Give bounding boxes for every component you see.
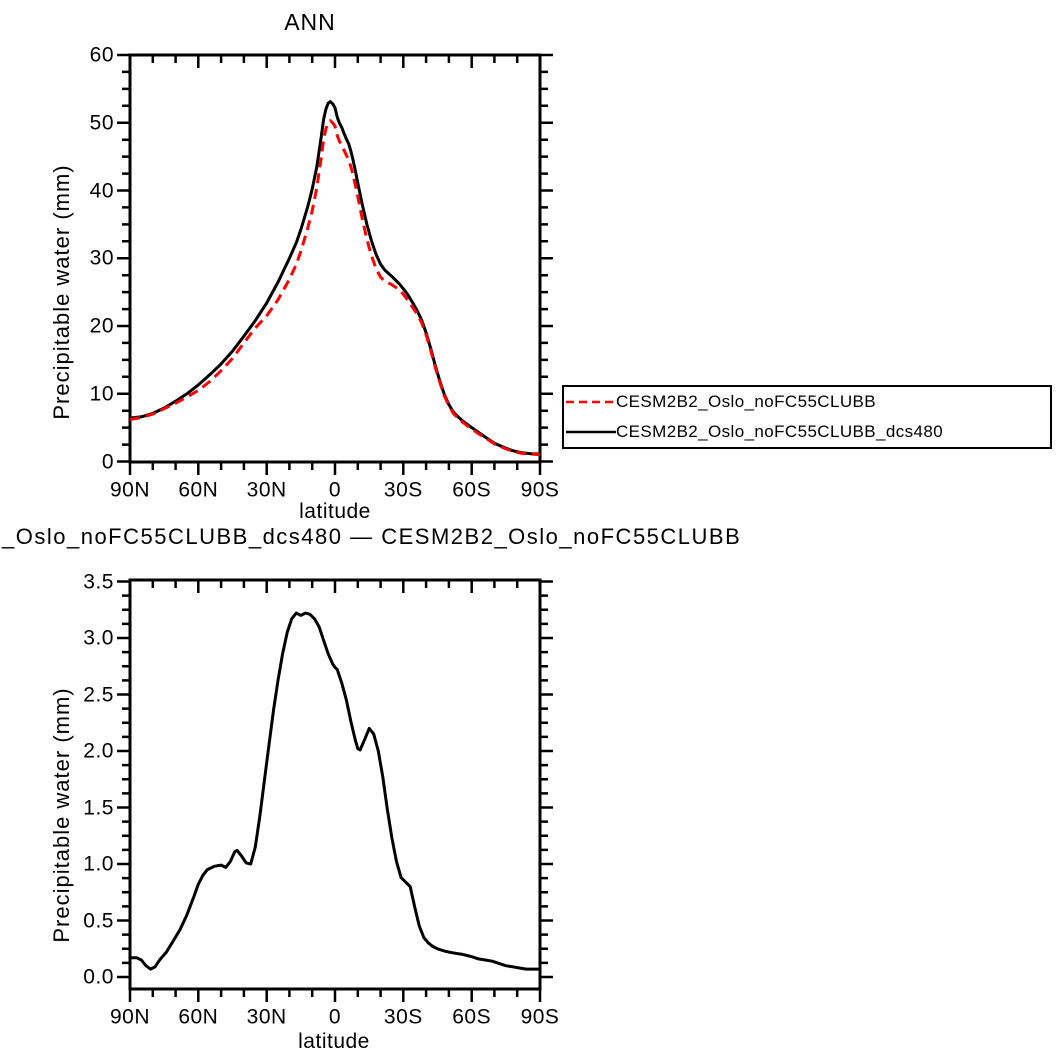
x-tick-label: 90S [520, 478, 560, 502]
bottom-chart-y-axis-label: Precipitable water (mm) [49, 687, 74, 943]
bottom-chart-x-axis-label: latitude [298, 1030, 370, 1053]
legend: CESM2B2_Oslo_noFC55CLUBB CESM2B2_Oslo_no… [562, 385, 1052, 449]
y-tick-label: 50 [89, 111, 114, 135]
x-tick-label: 30S [383, 1005, 423, 1029]
legend-row: CESM2B2_Oslo_noFC55CLUBB [564, 388, 1050, 416]
x-tick-label: 60N [178, 478, 219, 502]
y-tick-label: 0 [101, 450, 114, 473]
y-tick-label: 0.5 [83, 909, 114, 932]
top-chart-title: ANN [284, 9, 336, 35]
y-tick-label: 40 [89, 179, 114, 202]
y-tick-label: 20 [89, 314, 114, 338]
legend-label: CESM2B2_Oslo_noFC55CLUBB_dcs480 [616, 421, 944, 441]
y-tick-label: 3.5 [83, 570, 114, 593]
y-tick-label: 2.5 [83, 683, 114, 706]
x-tick-label: 30N [246, 478, 287, 502]
x-tick-label: 0 [328, 1005, 342, 1029]
legend-label: CESM2B2_Oslo_noFC55CLUBB [616, 392, 876, 412]
legend-row: CESM2B2_Oslo_noFC55CLUBB_dcs480 [564, 418, 1050, 446]
top-chart-x-axis-label: latitude [299, 500, 371, 523]
y-tick-label: 0.0 [83, 965, 114, 989]
y-tick-label: 10 [89, 382, 114, 406]
y-tick-label: 60 [89, 43, 114, 67]
legend-line-dashed-icon [566, 401, 616, 404]
y-tick-label: 30 [89, 246, 114, 270]
y-tick-label: 1.0 [83, 852, 114, 876]
x-tick-label: 30S [383, 478, 423, 502]
x-tick-label: 60S [452, 478, 492, 502]
y-tick-label: 1.5 [83, 796, 114, 819]
top-chart-y-axis-label: Precipitable water (mm) [49, 164, 74, 420]
x-tick-label: 90S [520, 1005, 560, 1029]
legend-line-solid-icon [566, 430, 616, 433]
x-tick-label: 90N [109, 478, 151, 502]
x-tick-label: 60N [178, 1005, 219, 1029]
x-tick-label: 60S [452, 1005, 492, 1029]
y-tick-label: 2.0 [83, 739, 114, 763]
bottom-chart-title: _Oslo_noFC55CLUBB_dcs480 — CESM2B2_Oslo_… [2, 524, 742, 549]
x-tick-label: 30N [246, 1005, 287, 1029]
y-tick-label: 3.0 [83, 626, 114, 650]
x-tick-label: 0 [328, 478, 342, 502]
x-tick-label: 90N [109, 1005, 151, 1029]
